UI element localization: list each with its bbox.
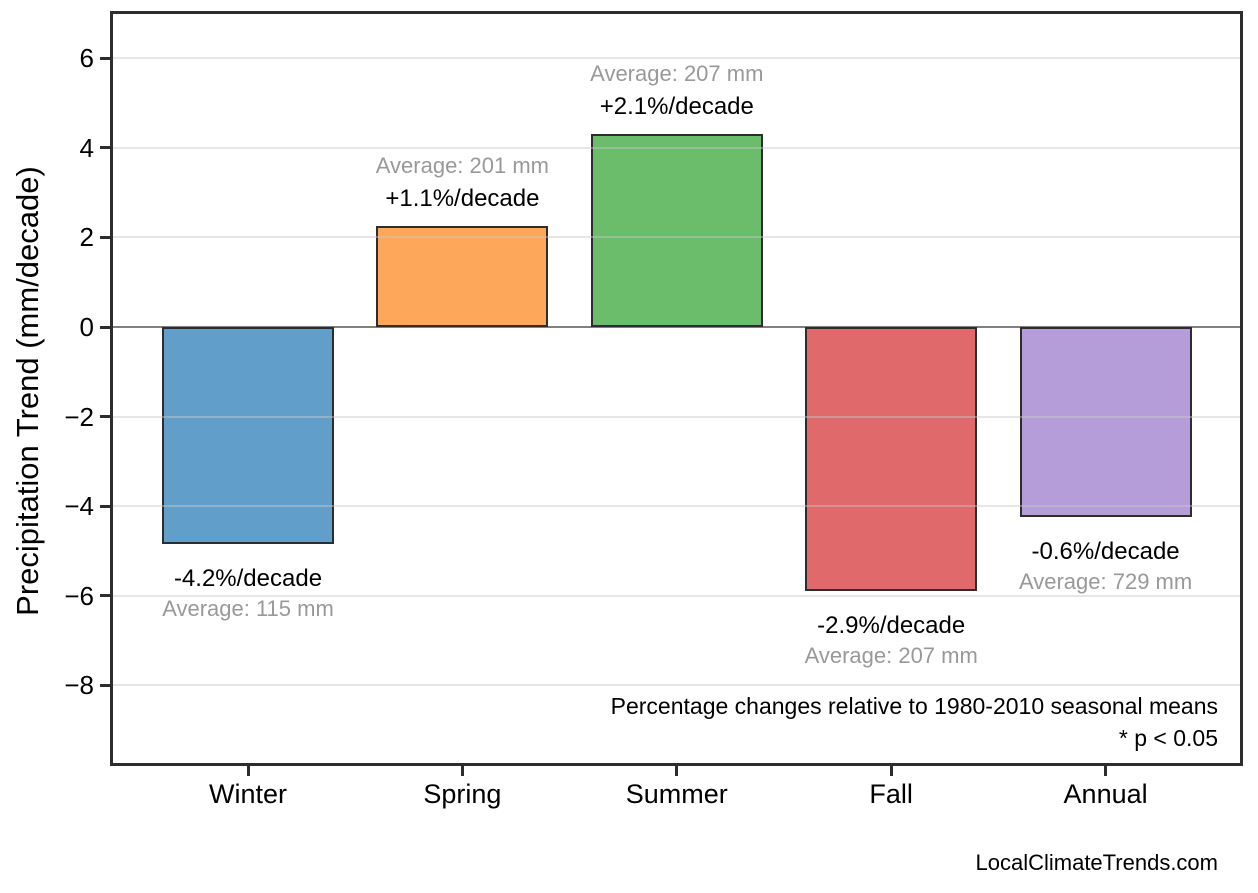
y-tick-mark-0 xyxy=(100,325,110,329)
bar-label-avg-spring: Average: 201 mm xyxy=(375,153,550,179)
gridline--8 xyxy=(113,684,1240,687)
y-tick-label-4: 4 xyxy=(79,132,94,163)
bar-label-avg-annual: Average: 729 mm xyxy=(1018,569,1193,595)
gridline--2 xyxy=(113,415,1240,418)
watermark: LocalClimateTrends.com xyxy=(975,850,1219,875)
gridline--6 xyxy=(113,594,1240,597)
bar-label-pct-summer: +2.1%/decade xyxy=(599,93,754,121)
zero-gridline xyxy=(113,326,1240,328)
gridline-2 xyxy=(113,236,1240,239)
y-tick-mark-2 xyxy=(100,235,110,239)
y-tick-label--4: −4 xyxy=(64,491,94,522)
bar-annual xyxy=(1019,327,1192,518)
x-tick-mark-winter xyxy=(246,766,250,776)
bar-label-avg-winter: Average: 115 mm xyxy=(162,596,334,622)
y-tick-mark--8 xyxy=(100,683,110,687)
bar-label-pct-fall: -2.9%/decade xyxy=(817,612,966,640)
annotation-note: Percentage changes relative to 1980-2010… xyxy=(418,690,1218,754)
bar-winter xyxy=(162,327,334,545)
x-label-summer: Summer xyxy=(625,779,728,809)
x-label-winter: Winter xyxy=(208,779,287,809)
x-tick-mark-spring xyxy=(460,766,464,776)
y-tick-mark--2 xyxy=(100,415,110,419)
x-tick-mark-fall xyxy=(889,766,893,776)
gridline-4 xyxy=(113,146,1240,149)
y-tick-label--8: −8 xyxy=(64,670,94,701)
x-label-spring: Spring xyxy=(423,779,502,809)
bar-label-pct-winter: -4.2%/decade xyxy=(173,565,323,593)
gridline-6 xyxy=(113,57,1240,60)
y-tick-label--6: −6 xyxy=(64,580,94,611)
y-tick-label--2: −2 xyxy=(64,401,94,432)
y-tick-mark--6 xyxy=(100,594,110,598)
bar-label-pct-spring: +1.1%/decade xyxy=(385,185,540,213)
bar-label-avg-summer: Average: 207 mm xyxy=(590,61,764,87)
bar-fall xyxy=(805,327,978,592)
bar-summer xyxy=(590,134,763,327)
bar-label-avg-fall: Average: 207 mm xyxy=(804,643,978,669)
x-tick-mark-annual xyxy=(1104,766,1108,776)
x-label-annual: Annual xyxy=(1063,779,1148,809)
y-tick-mark-6 xyxy=(100,56,110,60)
bar-spring xyxy=(376,226,549,327)
y-tick-mark--4 xyxy=(100,504,110,508)
y-axis-title: Precipitation Trend (mm/decade) xyxy=(10,166,45,616)
y-tick-mark-4 xyxy=(100,146,110,150)
x-label-fall: Fall xyxy=(869,779,913,809)
y-tick-label-2: 2 xyxy=(79,222,94,253)
annotation-line-1: Percentage changes relative to 1980-2010… xyxy=(610,693,1218,719)
y-tick-label-0: 0 xyxy=(79,312,94,342)
y-tick-label-6: 6 xyxy=(79,43,94,74)
annotation-line-2: * p < 0.05 xyxy=(1118,725,1218,751)
x-tick-mark-summer xyxy=(675,766,679,776)
gridline--4 xyxy=(113,505,1240,508)
bar-label-pct-annual: -0.6%/decade xyxy=(1031,538,1180,566)
